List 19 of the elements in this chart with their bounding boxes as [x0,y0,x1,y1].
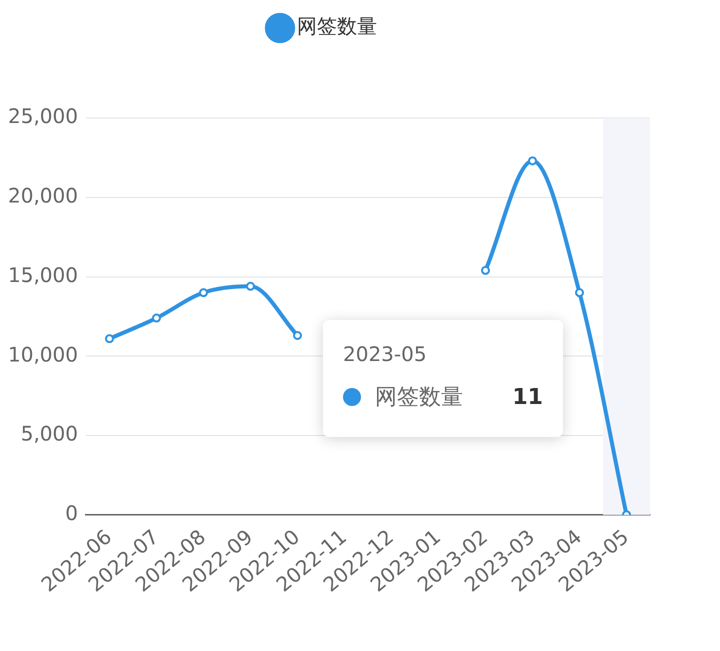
point [246,282,255,291]
point [480,266,490,275]
point [574,288,584,298]
annotation: 11 [512,384,543,410]
y-tick-label: 10,000 [8,342,78,366]
y-tick-label: 20,000 [8,184,78,208]
point [198,288,208,298]
annotation: 2023-05 [343,342,428,366]
y-tick-label: 15,000 [8,262,78,287]
tooltip-card: 2023-05 网签数量 11 [323,320,563,437]
point [152,314,161,323]
point [528,156,537,166]
y-tick-label: 5,000 [20,422,78,446]
y-tick-label: 25,000 [8,104,78,128]
point [104,334,114,344]
point [292,331,302,340]
legend-label: 网签数量 [297,14,377,38]
annotation: 网签数量 [375,384,463,412]
y-tick-label: 0 [65,501,78,526]
